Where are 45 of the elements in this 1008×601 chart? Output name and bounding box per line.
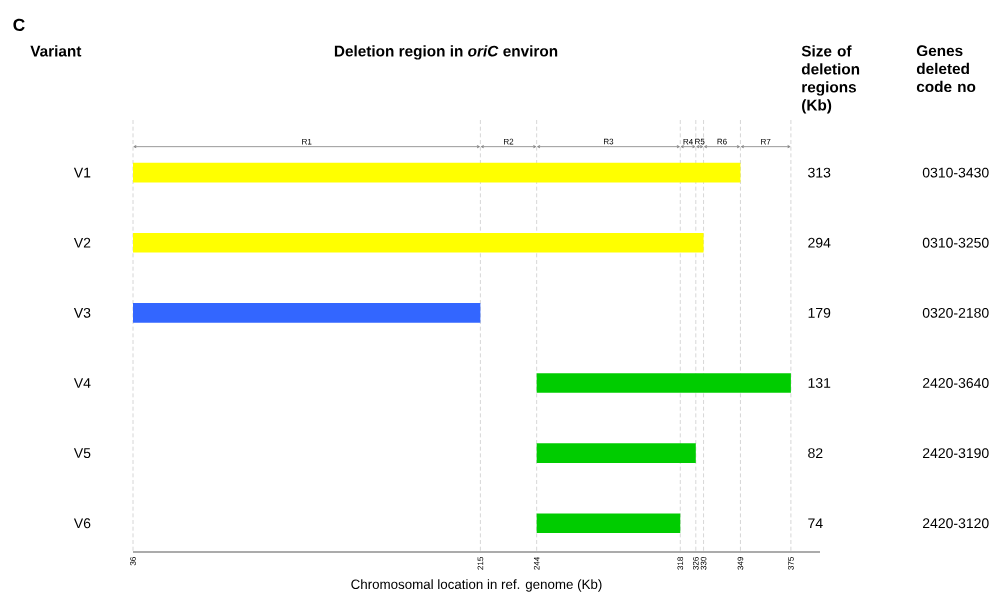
x-tick-label: 215 [477,557,484,570]
y-tick-label: V3 [73,307,91,318]
text: 0320-2180 [922,307,989,318]
y-tick-label: V1 [73,167,91,178]
text: 0310-3430 [922,167,989,178]
annotation: 294 [808,237,831,248]
x-tick-label: 326 [692,557,699,570]
annotation: R1 [302,138,312,145]
text: Size of deletion regions (Kb) [801,45,860,114]
annotation: 131 [808,378,831,388]
annotation: 74 [808,518,823,529]
annotation: R3 [604,138,614,145]
y-tick-label: V2 [73,237,91,248]
x-tick-label: 349 [737,557,744,570]
annotation: 82 [808,448,823,459]
annotation: R6 [717,138,727,145]
x-tick-label: 36 [130,557,136,566]
text: 2420-3120 [922,518,989,529]
x-tick-label: 375 [788,557,794,570]
y-tick-label: V4 [73,378,91,388]
annotation: R2 [504,138,514,145]
bar [133,303,481,323]
text: C [13,18,25,31]
annotation: R7 [761,138,771,145]
annotation: R5 [695,138,705,145]
y-tick-label: V6 [73,518,91,529]
x-tick-label: 330 [700,557,707,570]
chart-title: Deletion region in oriC environ [334,45,558,60]
text: Genes deleted code no [916,45,976,93]
x-axis-title: Chromosomal location in ref. genome (Kb) [351,579,602,592]
annotation: 313 [808,167,831,178]
y-tick-label: V5 [73,448,91,459]
y-axis-title: Variant [30,45,82,57]
bar [536,443,696,463]
bar [133,232,704,253]
bar [536,373,791,393]
x-tick-label: 318 [677,557,684,570]
text: 2420-3190 [922,448,989,459]
x-tick-label: 244 [533,556,540,570]
text: 0310-3250 [922,237,989,248]
bar [536,513,681,534]
annotation: 179 [808,307,831,318]
bar [133,162,741,183]
text: 2420-3640 [922,378,989,388]
annotation: R4 [683,138,693,145]
